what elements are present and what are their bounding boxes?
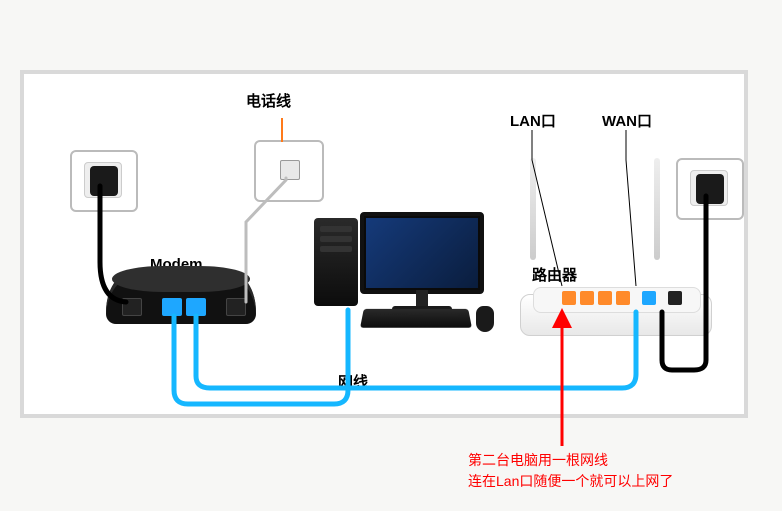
modem-device: [106, 272, 256, 324]
power-plug-icon: [696, 174, 724, 204]
power-outlet-right: [676, 158, 744, 220]
router-antenna-1: [530, 158, 536, 260]
router-power-port: [668, 291, 682, 305]
router-lan-port-1: [562, 291, 576, 305]
modem-port-line: [226, 298, 246, 316]
monitor-icon: [360, 212, 484, 294]
router-lan-port-2: [580, 291, 594, 305]
mouse-icon: [476, 306, 494, 332]
monitor-stand: [416, 290, 428, 306]
rj11-socket-icon: [280, 160, 300, 180]
modem-top: [112, 266, 250, 292]
label-phone-line: 电话线: [246, 90, 291, 111]
router-lan-port-3: [598, 291, 612, 305]
router-antenna-2: [654, 158, 660, 260]
diagram-canvas: 电话线 Modem LAN口 WAN口 路由器 网线: [0, 0, 782, 511]
note-line-2: 连在Lan口随便一个就可以上网了: [468, 471, 673, 492]
router-wan-port: [642, 291, 656, 305]
modem-port-lan1: [162, 298, 182, 316]
keyboard-icon: [360, 309, 472, 328]
router-lan-port-4: [616, 291, 630, 305]
label-ethernet: 网线: [338, 371, 368, 392]
router-back-face: [533, 287, 701, 313]
modem-port-lan2: [186, 298, 206, 316]
label-router: 路由器: [532, 264, 577, 285]
phone-outlet: [254, 140, 324, 202]
annotation-note: 第二台电脑用一根网线 连在Lan口随便一个就可以上网了: [468, 450, 673, 492]
modem-port-power: [122, 298, 142, 316]
label-wan-port: WAN口: [602, 110, 652, 131]
pc-tower-icon: [314, 218, 358, 306]
router-device: [520, 294, 712, 336]
label-lan-port: LAN口: [510, 110, 556, 131]
monitor-screen: [366, 218, 478, 288]
power-plug-icon: [90, 166, 118, 196]
note-line-1: 第二台电脑用一根网线: [468, 450, 673, 471]
power-outlet-left: [70, 150, 138, 212]
